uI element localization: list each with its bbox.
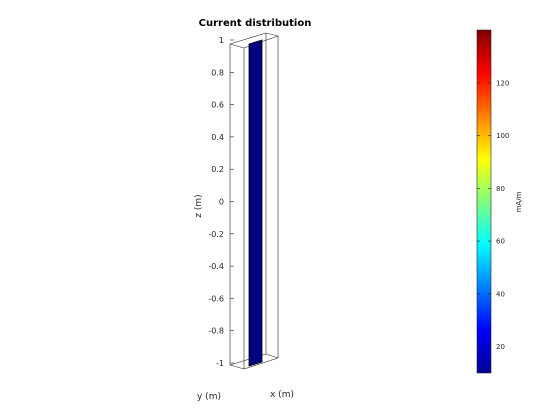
y-axis-label: y (m) (197, 392, 221, 402)
colorbar-tick-label: 60 (496, 238, 505, 246)
z-tick-label: -1 (216, 359, 224, 368)
z-axis-ticks: 1 0.8 0.6 0.4 0.2 0 -0.2 -0.4 -0.6 -0.8 -1 (208, 36, 234, 368)
colorbar-tick-label: 100 (496, 132, 509, 140)
z-tick-label: -0.6 (208, 294, 224, 303)
z-tick-label: -0.8 (208, 327, 224, 336)
colorbar-ticks: 20 40 60 80 100 120 (477, 79, 509, 351)
chart-title: Current distribution (199, 18, 312, 29)
axes-box (229, 32, 279, 370)
colorbar (476, 29, 492, 374)
z-tick-label: -0.2 (208, 230, 224, 239)
z-tick-label: -0.4 (208, 262, 224, 271)
z-tick-label: 0.2 (211, 165, 224, 174)
colorbar-label: mA/m (515, 191, 523, 212)
current-strip (248, 39, 263, 367)
z-tick-label: 0.4 (211, 133, 224, 142)
x-axis-label: x (m) (270, 390, 294, 400)
z-tick-label: 0.6 (211, 101, 224, 110)
z-axis-label: z (m) (194, 194, 204, 217)
colorbar-tick-label: 20 (496, 343, 505, 351)
z-tick-label: 0.8 (211, 68, 224, 77)
colorbar-tick-label: 120 (496, 79, 509, 87)
z-tick-label: 1 (219, 36, 224, 45)
z-tick-label: 0 (219, 198, 224, 207)
colorbar-tick-label: 40 (496, 290, 505, 298)
colorbar-tick-label: 80 (496, 185, 505, 193)
